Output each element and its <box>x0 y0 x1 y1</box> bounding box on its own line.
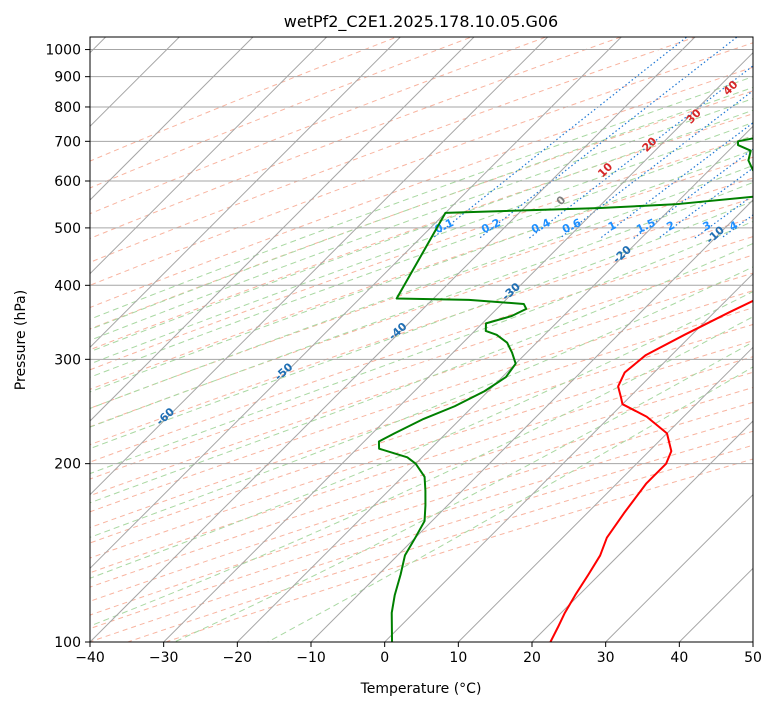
mixing-ratio-line <box>478 37 739 239</box>
moist-adiabat-line <box>90 242 753 504</box>
dry-adiabat-line <box>90 37 473 189</box>
x-tick-label: −10 <box>296 650 326 666</box>
isotherm-line <box>90 37 549 496</box>
y-tick-label: 500 <box>54 221 81 237</box>
x-tick-label: −40 <box>75 650 105 666</box>
x-tick-label: −30 <box>149 650 179 666</box>
mixing-ratio-line <box>432 37 688 239</box>
dry-adiabat-line <box>90 254 753 480</box>
dry-adiabat-line <box>90 236 753 463</box>
chart-title: wetPf2_C2E1.2025.178.10.05.G06 <box>284 12 558 32</box>
x-tick-label: 50 <box>744 650 762 666</box>
dry-adiabat-line <box>90 37 548 215</box>
x-axis: −40 −30 −20 −10 0 10 20 30 40 50 <box>75 642 762 666</box>
mixing-ratio-line <box>559 89 753 239</box>
dry-adiabat-line <box>90 197 753 428</box>
moist-adiabat-line <box>174 341 753 642</box>
temperature-profile-line <box>549 299 753 642</box>
y-tick-label: 400 <box>54 278 81 294</box>
isotherm-line <box>162 51 753 642</box>
x-tick-label: 10 <box>449 650 467 666</box>
y-tick-label: 600 <box>54 174 81 190</box>
isotherm-line <box>531 420 753 642</box>
dry-adiabat-line <box>90 290 753 513</box>
y-tick-label: 300 <box>54 352 81 368</box>
dry-adiabat-line <box>90 37 399 162</box>
isotherm-line <box>457 346 753 642</box>
isotherm-line <box>236 125 753 642</box>
y-tick-label: 100 <box>54 635 81 651</box>
dewpoint-profile-line <box>377 137 753 642</box>
isotherm-line <box>604 493 753 642</box>
x-tick-label: 0 <box>380 650 389 666</box>
isotherm-line <box>90 37 254 201</box>
isotherm-line <box>90 37 696 642</box>
sounding-profiles <box>377 137 753 642</box>
dry-adiabat-line <box>90 386 753 602</box>
y-tick-label: 700 <box>54 134 81 150</box>
mixing-ratio-line <box>599 122 753 239</box>
y-tick-label: 1000 <box>45 43 81 59</box>
dry-adiabat-line <box>90 113 753 351</box>
isotherm-line <box>90 37 623 570</box>
mixing-ratio-line <box>528 65 753 239</box>
isotherm-line <box>310 199 753 642</box>
isotherm-line <box>90 37 328 275</box>
isotherm-line <box>90 37 475 422</box>
x-tick-label: 30 <box>597 650 615 666</box>
dry-adiabat-line <box>90 135 753 371</box>
isobars <box>90 49 753 642</box>
mixing-ratio-lines <box>432 37 753 239</box>
plot-frame <box>89 36 754 643</box>
y-tick-label: 900 <box>54 70 81 86</box>
dry-adiabat-line <box>90 416 753 630</box>
dry-adiabat-line <box>164 458 753 642</box>
isotherm-line <box>90 37 402 349</box>
dry-adiabat-line <box>90 37 623 240</box>
y-axis: 100 200 300 400 500 600 700 800 900 1000 <box>45 43 90 651</box>
x-tick-label: 40 <box>670 650 688 666</box>
isotherms <box>90 37 753 642</box>
y-axis-label: Pressure (hPa) <box>13 290 29 390</box>
isotherm-line <box>383 272 753 642</box>
x-axis-label: Temperature (°C) <box>360 681 482 697</box>
x-tick-label: 20 <box>523 650 541 666</box>
y-tick-label: 800 <box>54 100 81 116</box>
dry-adiabat-line <box>90 356 753 574</box>
y-tick-label: 200 <box>54 457 81 473</box>
x-tick-label: −20 <box>223 650 253 666</box>
moist-adiabat-line <box>90 220 753 475</box>
dry-adiabat-line <box>90 323 753 544</box>
